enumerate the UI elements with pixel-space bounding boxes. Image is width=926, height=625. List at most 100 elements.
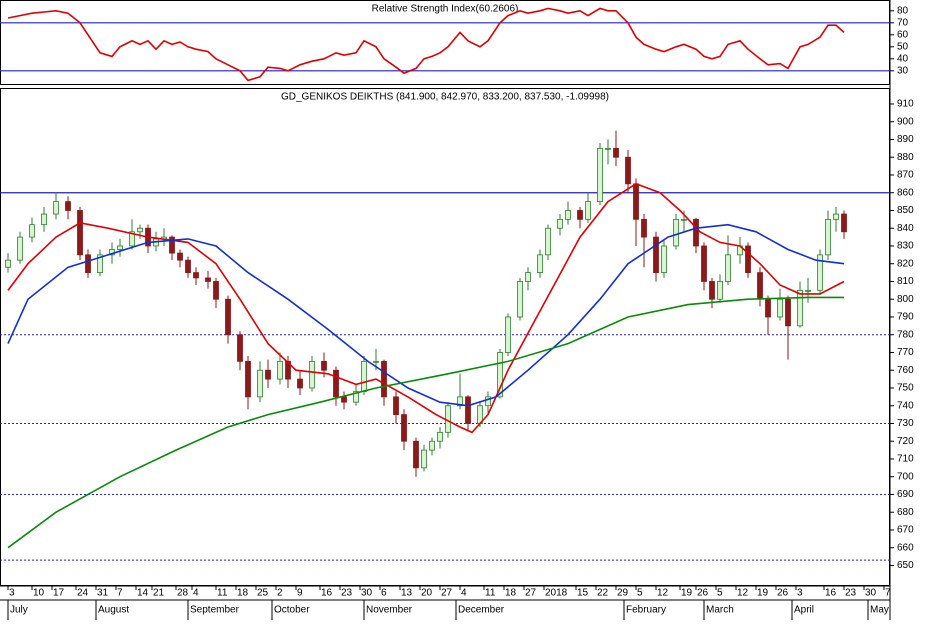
y-tick-label: 900 xyxy=(897,116,914,127)
candle-body xyxy=(465,396,471,424)
y-tick-label: 760 xyxy=(897,365,914,376)
candle-body xyxy=(457,396,463,407)
candle-body xyxy=(681,218,687,221)
y-tick-label: 910 xyxy=(897,99,914,110)
y-tick-label: 820 xyxy=(897,258,914,269)
month-label: October xyxy=(274,605,310,616)
candle-body xyxy=(725,254,731,282)
x-tick-label: 14 xyxy=(137,588,149,599)
month-label: March xyxy=(706,605,734,616)
y-tick-label: 870 xyxy=(897,170,914,181)
y-tick-label: 810 xyxy=(897,276,914,287)
candle-body xyxy=(85,254,91,274)
y-tick-label: 840 xyxy=(897,223,914,234)
y-tick-label: 700 xyxy=(897,471,914,482)
x-tick-label: 11 xyxy=(485,588,496,599)
x-tick-label: 27 xyxy=(525,588,537,599)
x-tick-label: 13 xyxy=(401,588,413,599)
y-tick-label: 740 xyxy=(897,400,914,411)
candle-body xyxy=(597,147,603,203)
x-tick-label: 7 xyxy=(117,588,123,599)
candle-body xyxy=(285,360,291,380)
y-tick-label: 720 xyxy=(897,436,914,447)
y-tick-label: 800 xyxy=(897,294,914,305)
x-tick-label: 18 xyxy=(505,588,517,599)
candle-body xyxy=(53,201,59,215)
candle-body xyxy=(565,210,571,220)
x-tick-label: 12 xyxy=(657,588,669,599)
y-tick-label: 750 xyxy=(897,383,914,394)
month-label: April xyxy=(794,605,814,616)
candle-body xyxy=(745,245,751,274)
x-tick-label: 30 xyxy=(361,588,373,599)
candle-body xyxy=(393,396,399,416)
moving-average xyxy=(7,296,844,549)
candle-body xyxy=(437,431,443,442)
candle-body xyxy=(137,227,143,233)
x-tick-label: 19 xyxy=(757,588,769,599)
y-tick-label: 70 xyxy=(897,17,909,28)
x-tick-label: 27 xyxy=(441,588,453,599)
y-tick-label: 40 xyxy=(897,53,909,64)
x-tick-label: 29 xyxy=(617,588,629,599)
rsi-title: Relative Strength Index(60.2606) xyxy=(372,4,519,15)
y-tick-label: 60 xyxy=(897,29,909,40)
candle-body xyxy=(245,360,251,398)
candle-body xyxy=(777,298,783,318)
candle-body xyxy=(577,210,583,220)
month-label: September xyxy=(190,605,240,616)
y-tick-label: 50 xyxy=(897,41,909,52)
x-tick-label: 19 xyxy=(681,588,693,599)
candle-body xyxy=(205,277,211,282)
month-label: August xyxy=(98,605,129,616)
candle-body xyxy=(505,316,511,353)
month-label: November xyxy=(366,605,413,616)
candle-body xyxy=(757,272,763,300)
candle-body xyxy=(429,440,435,451)
candle-body xyxy=(169,236,175,254)
candle-body xyxy=(5,259,11,268)
candle-body xyxy=(265,369,271,380)
month-label: February xyxy=(626,605,666,616)
candle-body xyxy=(97,254,103,274)
candle-body xyxy=(129,231,135,247)
x-tick-label: 11 xyxy=(217,588,228,599)
candle-body xyxy=(765,298,771,318)
x-tick-label: 22 xyxy=(597,588,609,599)
candle-body xyxy=(833,213,839,220)
candle-body xyxy=(545,227,551,256)
x-tick-label: 23 xyxy=(341,588,353,599)
candle-body xyxy=(177,252,183,261)
x-tick-label: 9 xyxy=(297,588,303,599)
x-tick-label: 16 xyxy=(825,588,837,599)
y-tick-label: 670 xyxy=(897,525,914,536)
candle-body xyxy=(625,156,631,185)
candle-body xyxy=(225,298,231,336)
y-tick-label: 880 xyxy=(897,152,914,163)
moving-average xyxy=(7,223,845,407)
candle-body xyxy=(309,360,315,389)
y-tick-label: 80 xyxy=(897,5,909,16)
rsi-line xyxy=(7,7,845,82)
candle-body xyxy=(237,334,243,362)
x-tick-label: 7 xyxy=(885,588,891,599)
candle-body xyxy=(525,272,531,282)
candle-body xyxy=(373,360,379,363)
y-tick-label: 660 xyxy=(897,542,914,553)
x-tick-label: 18 xyxy=(237,588,249,599)
candle-body xyxy=(41,213,47,226)
x-tick-label: 5 xyxy=(637,588,643,599)
candle-body xyxy=(633,183,639,220)
candle-body xyxy=(661,245,667,274)
y-tick-label: 30 xyxy=(897,65,909,76)
x-tick-label: 23 xyxy=(845,588,857,599)
x-tick-label: 28 xyxy=(177,588,189,599)
x-tick-label: 31 xyxy=(97,588,109,599)
candle-body xyxy=(797,289,803,327)
candle-body xyxy=(401,414,407,442)
month-label: May xyxy=(870,605,889,616)
moving-average xyxy=(7,182,845,434)
y-tick-label: 650 xyxy=(897,560,914,571)
x-tick-label: 25 xyxy=(257,588,269,599)
